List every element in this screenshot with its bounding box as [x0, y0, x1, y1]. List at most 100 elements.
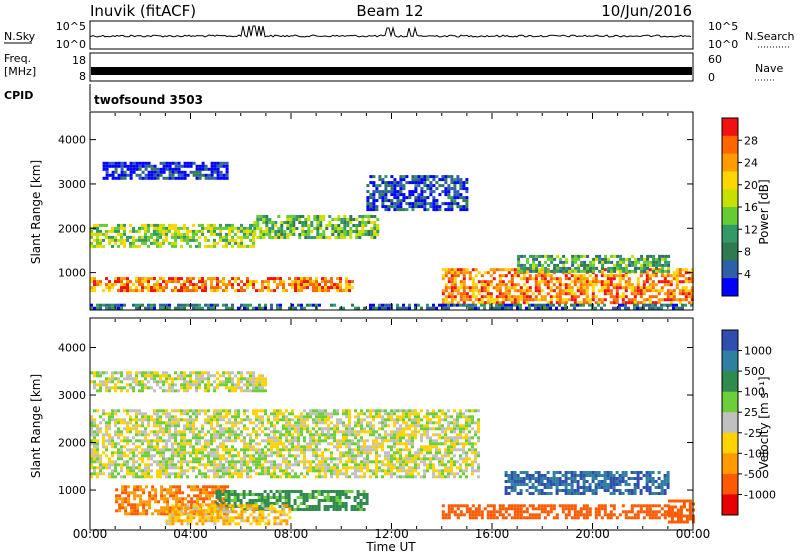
data-cell: [252, 286, 255, 289]
data-cell: [319, 218, 322, 221]
data-cell: [192, 304, 195, 307]
data-cell: [637, 292, 640, 295]
data-cell: [99, 371, 102, 374]
data-cell: [297, 436, 300, 439]
data-cell: [157, 509, 160, 512]
data-cell: [634, 267, 637, 270]
data-cell: [298, 236, 301, 239]
data-cell: [96, 389, 99, 392]
data-cell: [307, 233, 310, 236]
data-cell: [195, 380, 198, 383]
data-cell: [156, 469, 159, 472]
data-cell: [96, 442, 99, 445]
data-cell: [628, 261, 631, 264]
data-cell: [402, 412, 405, 415]
data-cell: [526, 277, 529, 280]
data-cell: [556, 270, 559, 273]
data-cell: [438, 463, 441, 466]
data-cell: [225, 380, 228, 383]
data-cell: [271, 236, 274, 239]
data-cell: [610, 270, 613, 273]
data-cell: [363, 463, 366, 466]
data-cell: [213, 374, 216, 377]
data-cell: [249, 233, 252, 236]
data-cell: [324, 436, 327, 439]
data-cell: [174, 424, 177, 427]
data-cell: [438, 208, 441, 211]
data-cell: [670, 295, 673, 298]
data-cell: [405, 469, 408, 472]
colorbar-swatch: [722, 171, 738, 189]
data-cell: [408, 190, 411, 193]
data-cell: [438, 460, 441, 463]
data-cell: [198, 436, 201, 439]
data-cell: [123, 239, 126, 242]
data-cell: [580, 261, 583, 264]
data-cell: [304, 221, 307, 224]
data-cell: [333, 466, 336, 469]
data-cell: [454, 286, 457, 289]
data-cell: [156, 415, 159, 418]
data-cell: [453, 409, 456, 412]
data-cell: [684, 304, 687, 307]
data-cell: [580, 255, 583, 258]
data-cell: [345, 451, 348, 454]
data-cell: [586, 264, 589, 267]
data-cell: [342, 436, 345, 439]
data-cell: [183, 371, 186, 374]
data-cell: [216, 304, 219, 307]
data-cell: [93, 469, 96, 472]
data-cell: [93, 289, 96, 292]
data-cell: [177, 418, 180, 421]
data-cell: [375, 472, 378, 475]
data-cell: [348, 457, 351, 460]
data-cell: [147, 415, 150, 418]
data-cell: [366, 439, 369, 442]
data-cell: [183, 377, 186, 380]
data-cell: [216, 412, 219, 415]
data-cell: [442, 289, 445, 292]
data-cell: [249, 389, 252, 392]
data-cell: [159, 454, 162, 457]
data-cell: [459, 457, 462, 460]
data-cell: [174, 289, 177, 292]
data-cell: [460, 271, 463, 274]
data-cell: [450, 466, 453, 469]
data-cell: [183, 469, 186, 472]
data-cell: [225, 289, 228, 292]
data-cell: [108, 472, 111, 475]
data-cell: [120, 445, 123, 448]
data-cell: [336, 463, 339, 466]
data-cell: [216, 409, 219, 412]
data-cell: [607, 289, 610, 292]
data-cell: [453, 187, 456, 190]
data-cell: [318, 436, 321, 439]
data-cell: [459, 415, 462, 418]
data-cell: [369, 475, 372, 478]
data-cell: [195, 448, 198, 451]
data-cell: [475, 286, 478, 289]
data-cell: [345, 430, 348, 433]
data-cell: [252, 374, 255, 377]
data-cell: [604, 286, 607, 289]
data-cell: [423, 445, 426, 448]
data-cell: [93, 233, 96, 236]
data-cell: [420, 439, 423, 442]
data-cell: [204, 236, 207, 239]
data-cell: [505, 283, 508, 286]
data-cell: [532, 261, 535, 264]
data-cell: [333, 430, 336, 433]
data-cell: [420, 424, 423, 427]
data-cell: [321, 277, 324, 280]
data-cell: [571, 280, 574, 283]
data-cell: [160, 168, 163, 171]
data-cell: [450, 208, 453, 211]
data-cell: [93, 239, 96, 242]
data-cell: [145, 168, 148, 171]
data-cell: [168, 386, 171, 389]
data-cell: [133, 491, 136, 494]
data-cell: [106, 165, 109, 168]
data-cell: [562, 267, 565, 270]
data-cell: [318, 289, 321, 292]
data-cell: [399, 415, 402, 418]
